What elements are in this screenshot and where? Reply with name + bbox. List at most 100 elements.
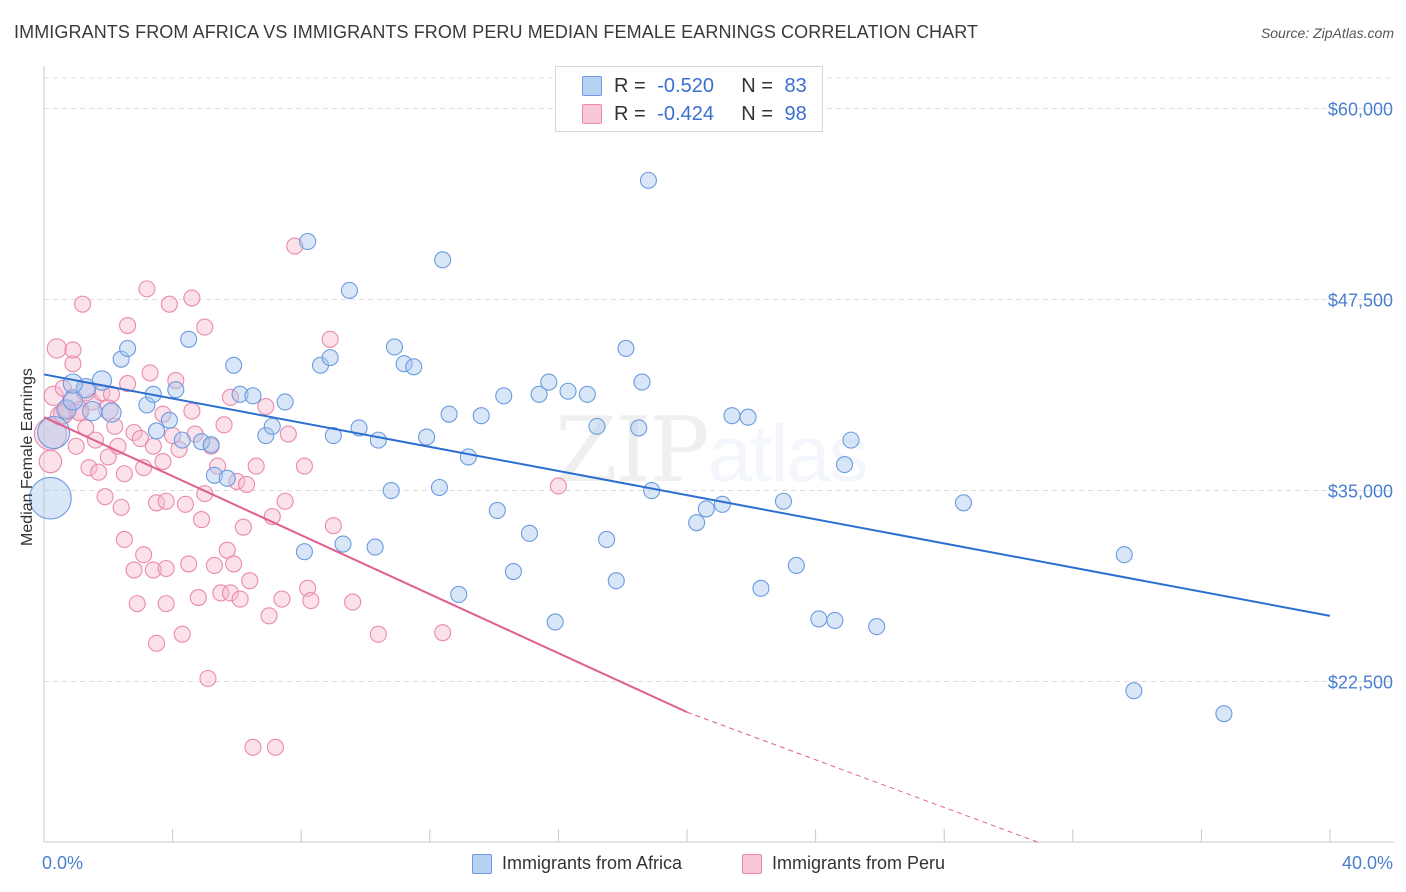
peru-point — [64, 355, 82, 373]
africa-point — [395, 355, 413, 373]
legend-n-label: N = — [741, 74, 779, 97]
africa-point — [450, 585, 468, 604]
peru-point — [176, 495, 195, 513]
peru-point — [138, 280, 156, 298]
africa-point — [787, 556, 805, 574]
africa-point — [633, 373, 651, 391]
peru-point — [125, 423, 143, 442]
africa-point — [739, 408, 757, 426]
y-tick-label: $47,500 — [1328, 291, 1393, 311]
peru-point — [112, 498, 130, 516]
grid-lines — [44, 77, 1394, 683]
peru-point — [64, 341, 82, 359]
africa-point — [205, 466, 223, 484]
peru-point — [324, 517, 342, 535]
peru-point — [247, 457, 265, 475]
africa-point — [495, 387, 513, 405]
africa-trend-line — [43, 373, 1331, 617]
africa-point — [173, 431, 191, 449]
legend-r-label: R = — [614, 74, 652, 97]
y-tick-label: $60,000 — [1328, 100, 1393, 120]
africa-point — [774, 492, 793, 510]
peru-trend-line — [43, 416, 688, 714]
peru-point — [302, 592, 320, 610]
peru-point — [218, 541, 236, 559]
peru-point — [183, 402, 201, 420]
africa-point — [617, 339, 635, 358]
peru-point — [209, 457, 227, 475]
x-tick-label: 40.0% — [1342, 853, 1393, 873]
africa-point — [430, 478, 448, 497]
peru-point — [234, 518, 252, 536]
legend-swatch-africa — [472, 853, 492, 874]
peru-point — [115, 465, 133, 483]
legend-swatch-peru — [582, 104, 602, 124]
africa-point — [167, 381, 185, 399]
peru-point — [135, 546, 153, 564]
peru-point — [115, 530, 133, 549]
peru-point — [180, 555, 198, 573]
africa-point — [340, 281, 358, 299]
peru-point — [273, 590, 291, 608]
africa-point — [723, 407, 741, 425]
africa-point — [147, 422, 166, 440]
legend-swatch-peru — [742, 853, 762, 874]
africa-point — [160, 411, 178, 429]
peru-point — [266, 738, 285, 756]
africa-point — [472, 407, 490, 425]
africa-point — [321, 349, 339, 367]
peru-point — [231, 590, 249, 608]
y-tick-label: $22,500 — [1328, 673, 1393, 693]
series-africa-points — [29, 171, 1233, 723]
peru-point — [119, 375, 137, 393]
peru-point — [215, 416, 233, 434]
peru-point — [38, 449, 63, 474]
peru-point — [90, 463, 108, 481]
peru-point — [131, 430, 149, 448]
africa-point — [385, 338, 403, 356]
peru-point — [221, 584, 240, 602]
africa-point — [826, 611, 844, 629]
legend-r-value: -0.520 — [657, 74, 714, 97]
trend-lines — [43, 373, 1331, 843]
peru-point — [183, 289, 201, 307]
axes — [43, 66, 1394, 843]
legend-row-peru: R = -0.424 N = 98 — [556, 99, 807, 129]
africa-point — [868, 618, 886, 636]
africa-point — [459, 448, 477, 466]
y-axis-title: Median Female Earnings — [19, 368, 36, 546]
peru-point — [128, 595, 146, 613]
peru-point — [225, 555, 243, 573]
peru-point — [279, 425, 297, 443]
africa-point — [488, 501, 506, 519]
peru-point — [244, 738, 262, 756]
peru-point — [154, 405, 172, 423]
peru-point — [80, 459, 98, 477]
peru-point — [189, 588, 207, 607]
peru-point — [276, 492, 294, 510]
legend-n-value: 98 — [784, 102, 807, 125]
peru-point — [141, 364, 159, 382]
africa-point — [546, 613, 564, 631]
peru-point — [96, 488, 114, 506]
africa-point — [138, 396, 156, 414]
africa-point — [257, 427, 275, 445]
africa-point — [29, 476, 72, 520]
africa-point — [504, 562, 522, 581]
africa-point — [752, 579, 770, 597]
africa-point — [630, 419, 648, 437]
africa-point — [440, 405, 458, 423]
africa-point — [295, 543, 313, 561]
series-legend: Immigrants from Africa Immigrants from P… — [0, 851, 1406, 877]
africa-point — [559, 382, 577, 400]
series-peru-points — [33, 237, 567, 756]
africa-point — [180, 330, 198, 348]
africa-point — [299, 232, 317, 251]
africa-point — [366, 538, 384, 556]
africa-point — [540, 373, 558, 391]
africa-point — [578, 385, 596, 403]
africa-point — [434, 251, 452, 269]
peru-point — [295, 457, 313, 475]
peru-point — [321, 330, 339, 348]
